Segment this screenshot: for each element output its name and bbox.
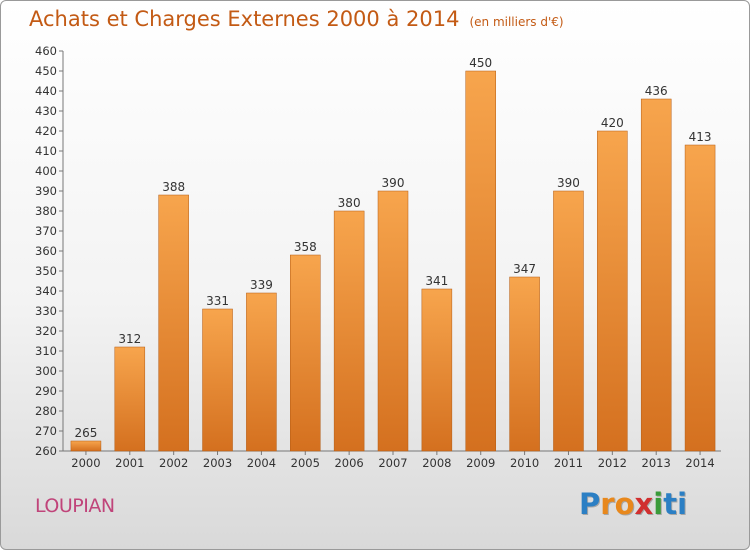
bar <box>290 254 321 452</box>
bar-value-label: 265 <box>74 426 97 440</box>
x-tick-label: 2005 <box>291 456 320 470</box>
y-tick-label: 330 <box>35 304 57 318</box>
bar <box>114 346 146 452</box>
bar <box>465 70 496 452</box>
bar-value-label: 388 <box>162 180 185 194</box>
logo-letter: i <box>677 487 688 521</box>
chart-title-text: Achats et Charges Externes 2000 à 2014 <box>29 7 460 31</box>
x-tick-label: 2012 <box>598 456 627 470</box>
logo-letter: i <box>653 487 664 521</box>
bar <box>421 288 453 452</box>
y-tick-label: 270 <box>35 424 57 438</box>
bar <box>202 308 233 452</box>
chart-subtitle: (en milliers d'€) <box>469 15 564 29</box>
logo-letter: P <box>579 487 601 521</box>
y-tick-label: 280 <box>35 404 57 418</box>
bar-value-label: 341 <box>425 274 448 288</box>
bar-value-label: 413 <box>689 130 712 144</box>
chart-title: Achats et Charges Externes 2000 à 2014 (e… <box>29 7 564 31</box>
x-tick-label: 2000 <box>71 456 100 470</box>
bar <box>553 190 584 452</box>
bar <box>70 440 102 452</box>
bar <box>509 276 540 452</box>
bar <box>640 98 672 452</box>
x-tick-label: 2001 <box>115 456 144 470</box>
y-tick-label: 320 <box>35 324 57 338</box>
x-tick-label: 2003 <box>203 456 232 470</box>
bar-value-label: 339 <box>250 278 273 292</box>
y-tick-label: 310 <box>35 344 57 358</box>
bar <box>158 194 189 452</box>
y-tick-label: 460 <box>35 44 57 58</box>
bar-value-label: 420 <box>601 116 624 130</box>
y-tick-label: 290 <box>35 384 57 398</box>
y-tick-label: 380 <box>35 204 57 218</box>
x-tick-label: 2013 <box>642 456 671 470</box>
bar <box>684 144 716 452</box>
logo-letter: o <box>614 487 635 521</box>
x-tick-label: 2002 <box>159 456 188 470</box>
y-tick-label: 400 <box>35 164 57 178</box>
y-tick-label: 300 <box>35 364 57 378</box>
y-tick-label: 350 <box>35 264 57 278</box>
bar <box>597 130 628 452</box>
y-tick-label: 430 <box>35 104 57 118</box>
bar-value-label: 390 <box>557 176 580 190</box>
bar-value-label: 450 <box>469 56 492 70</box>
y-tick-label: 370 <box>35 224 57 238</box>
bar <box>377 190 409 452</box>
bar-value-label: 436 <box>645 84 668 98</box>
x-tick-label: 2006 <box>334 456 363 470</box>
bar <box>246 292 277 452</box>
x-tick-label: 2009 <box>466 456 495 470</box>
bar-value-label: 312 <box>118 332 141 346</box>
y-tick-label: 440 <box>35 84 57 98</box>
chart-axes: 260 270 280 290 300 310 320 330 340 350 360 370 380 3… <box>35 44 721 470</box>
logo-letter: t <box>663 487 678 521</box>
logo-letter: r <box>600 487 615 521</box>
bar-value-label: 347 <box>513 262 536 276</box>
y-tick-label: 410 <box>35 144 57 158</box>
x-tick-label: 2008 <box>422 456 451 470</box>
bar <box>333 210 365 452</box>
y-tick-label: 260 <box>35 444 57 458</box>
logo-letter: x <box>634 487 654 521</box>
y-tick-label: 360 <box>35 244 57 258</box>
x-tick-label: 2004 <box>247 456 276 470</box>
y-tick-label: 340 <box>35 284 57 298</box>
y-tick-label: 450 <box>35 64 57 78</box>
bar-value-label: 331 <box>206 294 229 308</box>
x-tick-label: 2007 <box>378 456 407 470</box>
chart-bars: 265 312 388 331 339 358 380 390 341 450 347 390 420 4… <box>70 56 716 452</box>
x-tick-label: 2014 <box>685 456 714 470</box>
x-tick-label: 2011 <box>554 456 583 470</box>
bar-value-label: 390 <box>382 176 405 190</box>
place-name: LOUPIAN <box>35 495 115 517</box>
y-tick-label: 390 <box>35 184 57 198</box>
y-tick-label: 420 <box>35 124 57 138</box>
bar-value-label: 358 <box>294 240 317 254</box>
bar-value-label: 380 <box>338 196 361 210</box>
x-tick-label: 2010 <box>510 456 539 470</box>
proxiti-logo: Proxiti <box>579 487 687 521</box>
